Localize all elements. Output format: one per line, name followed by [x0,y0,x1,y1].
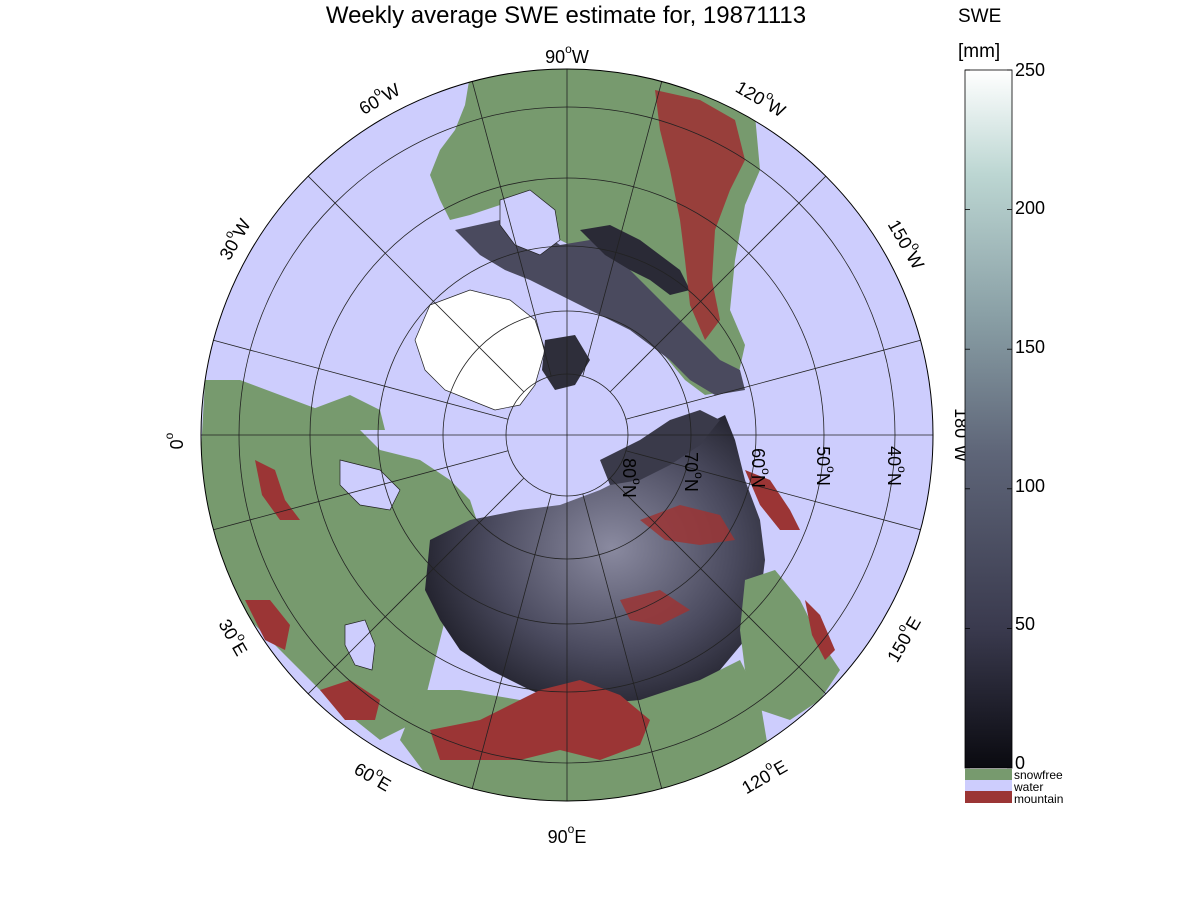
meridian-line [213,450,509,531]
longitude-label: 150oW [884,214,932,273]
latitude-labels: 80oN 70oN 60oN 50oN 40oN [619,446,909,498]
meridian-line [625,450,921,531]
latitude-label: 80oN [619,458,644,498]
longitude-label: 60oE [351,755,397,796]
colorbar-title-unit: [mm] [958,41,1001,62]
legend-label-snowfree: snowfree [1014,768,1063,782]
scandinavia-snow [310,395,385,430]
colorbar-tick-150: 150 [1015,337,1046,357]
graticule [201,69,933,801]
latitude-label: 60oN [748,448,773,488]
alps-mountains [245,460,380,720]
meridian-line [625,339,921,420]
longitude-label: 90oE [548,822,587,847]
longitude-label: 30oE [215,613,256,659]
longitude-label: 120oE [736,752,791,798]
siberia-mountains [620,505,735,625]
latitude-label: 50oN [813,446,838,486]
legend-swatch-mountain [965,791,1012,803]
longitude-label: 90oW [545,42,589,67]
map-border [200,68,934,802]
legend-swatch-snowfree [965,769,1012,780]
colorbar-title-swe: SWE [958,6,1002,27]
colorbar-tick-250: 250 [1015,60,1046,80]
latitude-label: 70oN [681,452,706,492]
longitude-label: 0o [162,432,187,449]
colorbar-tick-100: 100 [1015,476,1046,496]
meridian-line [582,493,663,789]
legend-label-mountain: mountain [1014,792,1064,806]
meridian-line [609,175,827,393]
meridian-line [471,81,552,377]
colorbar [964,69,1013,769]
legend-label-water: water [1014,780,1044,794]
longitude-label: 150oE [879,611,925,666]
north-america-snow [455,220,745,395]
meridian-line [471,493,552,789]
colorbar-tick-200: 200 [1015,198,1046,218]
hudson-bay [499,189,561,256]
arctic-islands [542,335,590,390]
legend-swatch-water [965,780,1012,791]
caspian-sea [344,619,376,671]
colorbar-ticks [965,69,1012,769]
japan-mountains [805,600,835,660]
meridian-line [582,81,663,377]
baltic-sea [339,459,401,511]
colorbar-tick-0: 0 [1015,753,1026,773]
meridian-line [307,477,525,695]
colorbar-tick-50: 50 [1015,614,1036,634]
meridian-line [213,339,509,420]
meridian-line [307,175,525,393]
kamchatka [745,470,800,530]
arctic-siberia-snow [600,410,720,485]
latitude-label: 40oN [884,446,909,486]
north-america-snow-dark [580,225,690,295]
siberia-snow [425,415,765,710]
meridian-line [609,477,827,695]
map-title: Weekly average SWE estimate for, 1987111… [325,2,807,29]
